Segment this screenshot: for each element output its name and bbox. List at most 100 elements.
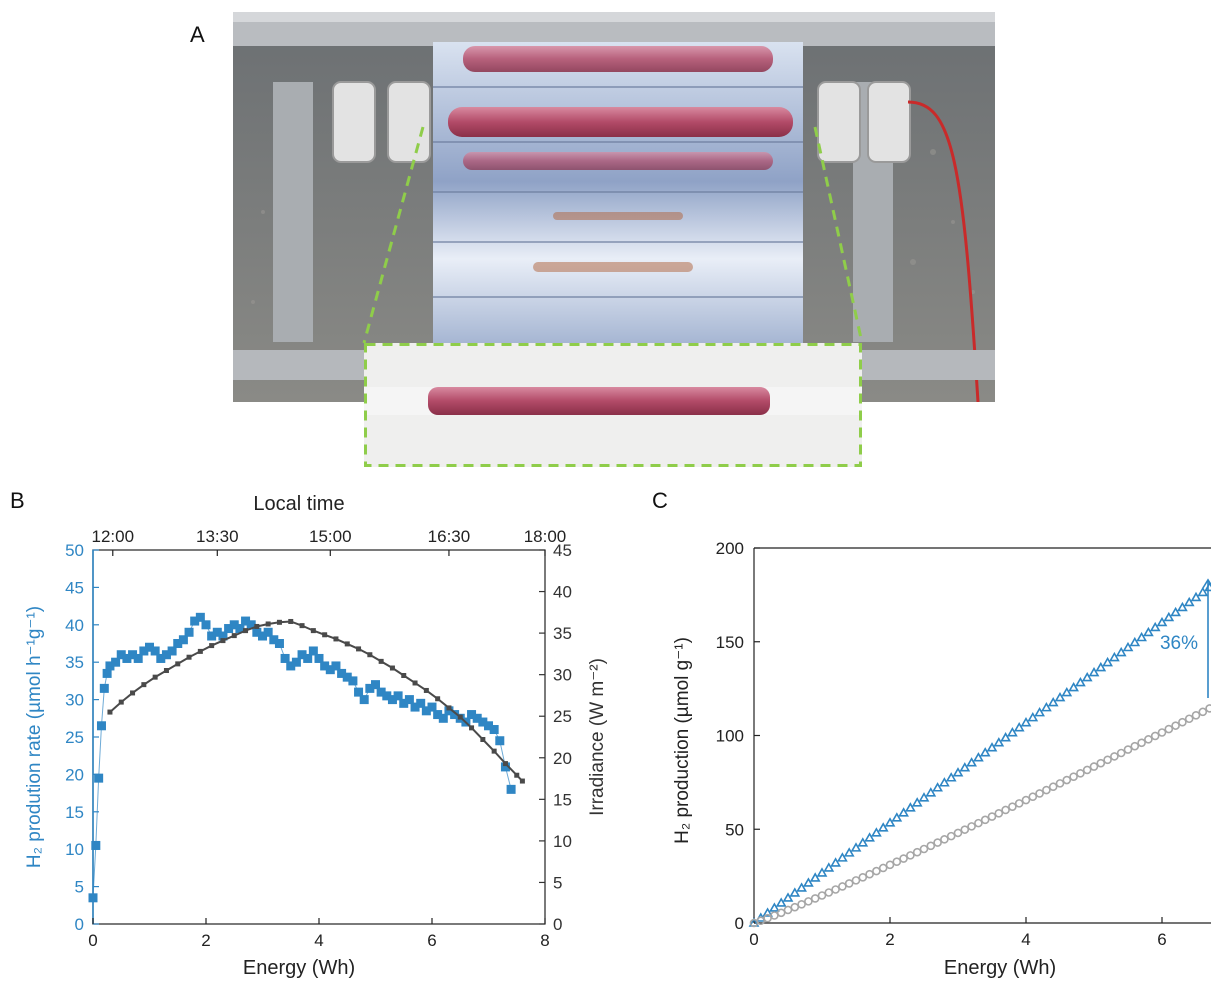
h2-rate-point bbox=[450, 710, 460, 720]
tube-inset-tube bbox=[428, 387, 770, 415]
production-point bbox=[952, 767, 964, 777]
production-point-reference bbox=[980, 815, 990, 825]
irradiance-point bbox=[322, 632, 328, 638]
production-point-reference bbox=[1076, 769, 1085, 778]
h2-rate-point bbox=[246, 620, 256, 630]
reactor-tube bbox=[463, 152, 773, 170]
top-axis-title: Local time bbox=[253, 493, 344, 515]
h2-rate-point bbox=[167, 646, 177, 656]
y-axis-title-left: H₂ prodution rate (µmol h⁻¹g⁻¹) bbox=[24, 606, 45, 868]
left-frame bbox=[273, 82, 313, 342]
production-point bbox=[925, 787, 937, 797]
h2-rate-point bbox=[433, 710, 443, 720]
h2-rate-point bbox=[404, 695, 414, 705]
production-point-reference bbox=[1096, 758, 1106, 768]
h2-rate-point bbox=[96, 721, 106, 731]
h2-rate-point bbox=[427, 702, 437, 712]
left-tick-label: 40 bbox=[65, 616, 84, 635]
production-point-reference bbox=[797, 899, 806, 909]
production-point bbox=[843, 847, 855, 857]
production-point-reference bbox=[810, 894, 820, 903]
h2-rate-point bbox=[308, 646, 318, 656]
h2-rate-point bbox=[444, 706, 454, 716]
increase-annotation: 36% bbox=[1160, 633, 1198, 654]
production-point bbox=[973, 752, 984, 762]
irradiance-point bbox=[367, 652, 373, 658]
production-point-reference bbox=[974, 818, 983, 828]
production-point-reference bbox=[878, 863, 888, 873]
production-point bbox=[769, 902, 780, 912]
reactor-tube bbox=[463, 46, 773, 72]
production-point bbox=[816, 867, 828, 877]
h2-rate-point bbox=[99, 683, 109, 693]
h2-rate-point bbox=[224, 624, 234, 634]
h2-rate-point bbox=[320, 661, 330, 671]
irradiance-point bbox=[519, 778, 525, 784]
production-point bbox=[1034, 707, 1045, 717]
reactor-tube bbox=[448, 107, 793, 137]
production-point bbox=[830, 857, 841, 867]
production-point bbox=[1136, 631, 1147, 642]
production-point bbox=[1095, 661, 1107, 672]
irradiance-point bbox=[401, 672, 407, 678]
irradiance-point bbox=[197, 648, 203, 654]
production-point bbox=[918, 792, 930, 802]
h2-rate-point bbox=[280, 653, 290, 663]
bottom-tick-label: 8 bbox=[540, 931, 549, 950]
h2-rate-point bbox=[156, 653, 166, 663]
production-point-reference bbox=[1150, 731, 1160, 741]
production-point-reference bbox=[1137, 738, 1146, 748]
h2-rate-point bbox=[235, 624, 245, 634]
zoom-guide-lines bbox=[362, 126, 864, 344]
production-point-reference bbox=[1198, 707, 1208, 717]
production-point bbox=[1122, 641, 1134, 652]
bottom-rail-left bbox=[233, 350, 383, 380]
h2-rate-point bbox=[274, 639, 284, 648]
irradiance-point bbox=[333, 636, 339, 642]
production-point bbox=[796, 882, 807, 892]
production-point bbox=[945, 772, 957, 782]
left-flange bbox=[332, 81, 431, 163]
h2-rate-point bbox=[195, 612, 205, 622]
production-point-reference bbox=[872, 866, 881, 876]
panel-label-b: B bbox=[10, 488, 25, 513]
production-point-reference bbox=[1205, 704, 1211, 713]
production-point bbox=[1177, 601, 1188, 612]
production-point-reference bbox=[1130, 741, 1140, 751]
x-tick-label: 4 bbox=[1021, 930, 1030, 949]
production-point bbox=[1143, 626, 1154, 637]
production-point-reference bbox=[987, 812, 997, 821]
production-point bbox=[993, 737, 1005, 747]
left-tick-label: 50 bbox=[65, 541, 84, 560]
right-flange bbox=[817, 81, 911, 163]
production-point bbox=[1007, 727, 1018, 737]
production-point bbox=[1197, 586, 1209, 597]
irradiance-point bbox=[389, 665, 395, 671]
production-point-reference bbox=[1123, 745, 1133, 754]
production-point-reference bbox=[1110, 752, 1119, 761]
h2-rate-point bbox=[201, 620, 211, 630]
irradiance-point bbox=[469, 725, 475, 731]
y-tick-label: 100 bbox=[716, 727, 744, 746]
production-point-reference bbox=[1178, 717, 1187, 727]
left-tick-label: 45 bbox=[65, 578, 84, 597]
irradiance-point bbox=[412, 680, 418, 686]
production-point bbox=[1061, 686, 1073, 697]
production-point-reference bbox=[1191, 711, 1201, 720]
h2-rate-point bbox=[88, 893, 98, 903]
production-point-reference bbox=[1171, 721, 1180, 730]
h2-rate-point bbox=[495, 736, 505, 746]
production-point bbox=[959, 762, 971, 772]
irradiance-point bbox=[118, 699, 124, 705]
production-point-reference bbox=[1055, 779, 1065, 788]
top-rail bbox=[233, 20, 995, 46]
irradiance-point bbox=[299, 623, 305, 629]
production-point bbox=[850, 842, 862, 852]
production-point bbox=[891, 812, 903, 822]
right-tick-label: 45 bbox=[553, 541, 572, 560]
h2-rate-point bbox=[218, 631, 228, 641]
x-tick-label: 2 bbox=[885, 930, 894, 949]
production-point bbox=[1149, 621, 1161, 632]
irradiance-point bbox=[356, 646, 362, 652]
h2-rate-point bbox=[399, 698, 409, 708]
